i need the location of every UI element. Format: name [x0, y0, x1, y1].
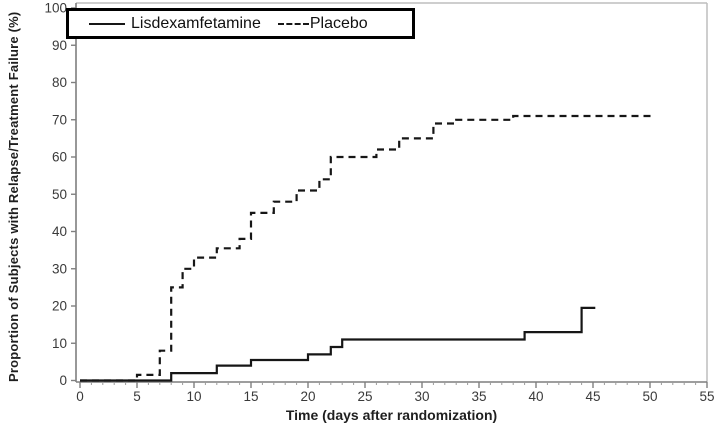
- solid-line-icon: [89, 22, 125, 25]
- y-tick-label: 70: [52, 112, 67, 127]
- series-placebo-line: [80, 114, 654, 382]
- y-tick-label: 10: [52, 336, 67, 351]
- legend-item-lisdexamfetamine: Lisdexamfetamine: [89, 15, 261, 33]
- x-tick-label: 35: [471, 389, 486, 404]
- y-tick-label: 30: [52, 261, 67, 276]
- x-tick-label: 10: [186, 389, 201, 404]
- legend-item-placebo: Placebo: [277, 14, 368, 33]
- x-tick-label: 50: [642, 389, 657, 404]
- x-tick-label: 25: [357, 389, 372, 404]
- plot-frame: [75, 2, 708, 383]
- axis-tick-labels: 0 5 10 15 20 25 30 35 40 45 50 55 0 10 20 30 40 50 60 70 80 9…: [44, 1, 714, 405]
- series-lines: [80, 114, 654, 382]
- x-axis-title: Time (days after randomization): [285, 407, 498, 423]
- series-lisdexamfetamine-line: [80, 306, 596, 382]
- x-tick-label: 0: [76, 389, 84, 404]
- legend: Lisdexamfetamine Placebo: [66, 8, 415, 39]
- x-tick-label: 45: [585, 389, 600, 404]
- legend-label-placebo: Placebo: [309, 14, 368, 32]
- x-tick-label: 5: [133, 389, 141, 404]
- y-axis-title: Proportion of Subjects with Relapse/Trea…: [6, 11, 21, 382]
- x-tick-label: 55: [699, 389, 714, 404]
- x-tick-label: 15: [243, 389, 258, 404]
- y-tick-label: 0: [59, 373, 67, 388]
- axis-ticks: [71, 7, 708, 388]
- x-tick-label: 30: [414, 389, 429, 404]
- y-tick-label: 40: [52, 224, 67, 239]
- y-tick-label: 20: [52, 299, 67, 314]
- x-tick-label: 20: [300, 389, 315, 404]
- y-tick-label: 60: [52, 150, 67, 165]
- legend-label-lisdexamfetamine: Lisdexamfetamine: [131, 14, 261, 32]
- dashed-line-icon: [277, 22, 309, 25]
- y-tick-label: 80: [52, 75, 67, 90]
- x-tick-label: 40: [528, 389, 543, 404]
- y-tick-label: 100: [44, 1, 67, 16]
- y-tick-label: 50: [52, 187, 67, 202]
- y-tick-label: 90: [52, 38, 67, 53]
